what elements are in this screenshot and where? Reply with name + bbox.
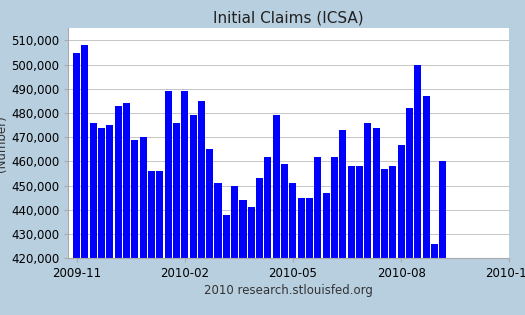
Bar <box>439 162 446 315</box>
Bar <box>123 103 130 315</box>
Bar <box>231 186 238 315</box>
Bar <box>397 145 405 315</box>
Bar <box>373 128 380 315</box>
Bar <box>256 178 263 315</box>
Bar <box>140 137 146 315</box>
Bar <box>389 166 396 315</box>
Bar <box>272 116 280 315</box>
Bar <box>156 171 163 315</box>
Bar <box>381 169 388 315</box>
Bar <box>181 91 188 315</box>
Bar <box>148 171 155 315</box>
Bar <box>248 208 255 315</box>
Bar <box>73 53 80 315</box>
Bar <box>331 157 338 315</box>
Bar <box>348 166 355 315</box>
X-axis label: 2010 research.stlouisfed.org: 2010 research.stlouisfed.org <box>204 284 373 297</box>
Bar <box>198 101 205 315</box>
Bar <box>339 130 347 315</box>
Bar <box>306 198 313 315</box>
Bar <box>190 116 196 315</box>
Bar <box>414 65 421 315</box>
Y-axis label: (Number): (Number) <box>0 115 8 172</box>
Title: Initial Claims (ICSA): Initial Claims (ICSA) <box>214 11 364 26</box>
Bar <box>223 215 230 315</box>
Bar <box>281 164 288 315</box>
Bar <box>239 200 247 315</box>
Bar <box>114 106 122 315</box>
Bar <box>206 149 213 315</box>
Bar <box>131 140 139 315</box>
Bar <box>364 123 371 315</box>
Bar <box>356 166 363 315</box>
Bar <box>164 91 172 315</box>
Bar <box>90 123 97 315</box>
Bar <box>431 244 438 315</box>
Bar <box>107 125 113 315</box>
Bar <box>323 193 330 315</box>
Bar <box>289 183 297 315</box>
Bar <box>215 183 222 315</box>
Bar <box>265 157 271 315</box>
Bar <box>298 198 305 315</box>
Bar <box>423 96 429 315</box>
Bar <box>81 45 88 315</box>
Bar <box>406 108 413 315</box>
Bar <box>98 128 105 315</box>
Bar <box>173 123 180 315</box>
Bar <box>314 157 321 315</box>
